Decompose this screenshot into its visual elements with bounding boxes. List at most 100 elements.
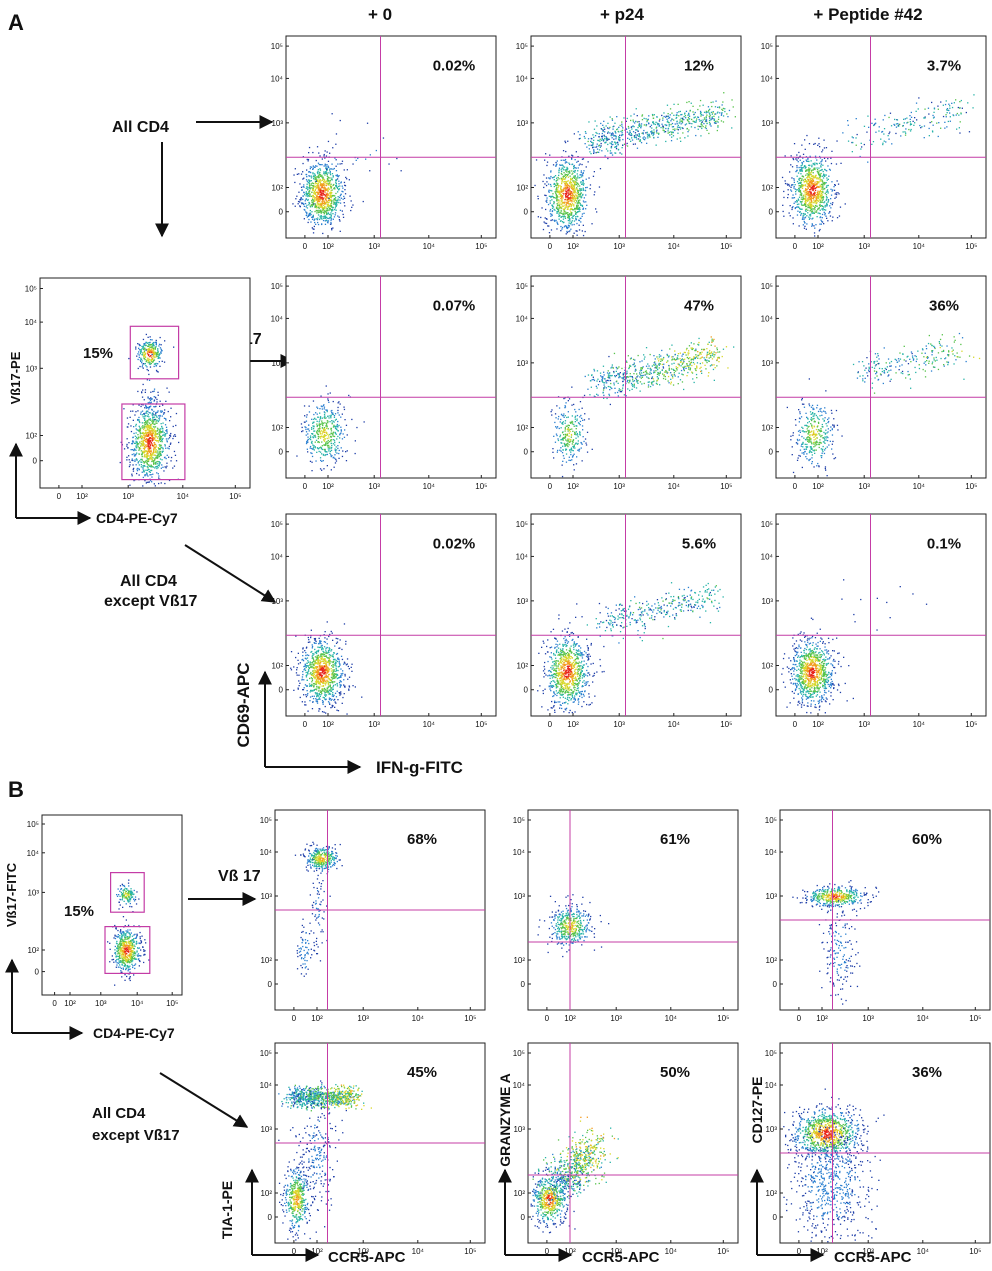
- panel-a-plot-r2c2-event: [556, 451, 558, 453]
- panel-a-plot-r1c2-event: [569, 183, 571, 185]
- panel-a-plot-r2c2-event: [712, 353, 714, 355]
- panel-a-plot-r1c2-event: [549, 208, 552, 211]
- panel-a-plot-r1c1-event: [334, 188, 336, 190]
- panel-a-plot-r2c1-event: [310, 452, 312, 454]
- panel-a-plot-r1c1-event: [315, 177, 317, 179]
- panel-a-plot-r2c2-event: [668, 364, 670, 367]
- panel-a-plot-r1c2-event: [564, 183, 566, 185]
- panel-a-plot-r1c3-event: [802, 204, 804, 206]
- panel-a-plot-r1c3-event: [894, 118, 896, 121]
- panel-a-plot-r2c2-event: [618, 373, 620, 375]
- panel-a-plot-r1c3-event: [817, 172, 819, 174]
- panel-a-plot-r1c1-event: [337, 175, 339, 178]
- panel-a-plot-r1c2-event: [554, 175, 557, 177]
- panel-a-plot-r1c2-event: [563, 226, 566, 228]
- panel-a-plot-r2c2-event: [560, 447, 562, 449]
- panel-a-plot-r1c2-event: [610, 146, 613, 148]
- panel-a-plot-r1c1-event: [334, 212, 337, 214]
- panel-a-plot-r1c2-event: [688, 121, 690, 123]
- panel-a-plot-r1c1-event: [319, 169, 322, 171]
- panel-a-plot-r2c2-event: [622, 373, 625, 376]
- panel-a-plot-r2c2-event: [574, 416, 576, 418]
- panel-a-plot-r1c2-event: [679, 119, 681, 121]
- panel-a-plot-r1c2-event: [646, 135, 649, 137]
- panel-a-plot-r1c2-event: [590, 144, 592, 146]
- panel-a-plot-r1c2-event: [617, 144, 619, 146]
- panel-a-plot-r1c3-event: [818, 178, 820, 180]
- panel-a-plot-r1c1-event: [300, 199, 302, 201]
- panel-a-plot-r1c2-event: [722, 101, 724, 103]
- panel-a-plot-r1c1-event: [335, 186, 338, 188]
- panel-a-plot-r1c2-event: [571, 224, 573, 226]
- panel-a-plot-r1c3-event: [796, 180, 799, 183]
- panel-a-plot-r1c1-event: [342, 213, 344, 216]
- panel-a-plot-r1c1-event: [306, 194, 308, 196]
- panel-a-plot-r1c1-event: [322, 197, 324, 199]
- panel-a-plot-r1c1-event: [306, 176, 308, 178]
- panel-a-plot-r1c3-event: [805, 208, 808, 210]
- panel-a-plot-r2c2-event: [713, 351, 715, 353]
- panel-a-plot-r1c1-event: [319, 179, 321, 181]
- panel-a-plot-r1c2-event: [573, 184, 575, 187]
- panel-a-plot-r1c3-event: [799, 181, 802, 184]
- panel-a-plot-r1c3-event: [798, 177, 801, 179]
- panel-a-plot-r1c2-event: [570, 193, 572, 195]
- panel-a-plot-r1c1-event: [338, 189, 340, 191]
- panel-a-plot-r1c2-event: [564, 174, 566, 176]
- panel-a-plot-r1c2-event: [565, 203, 567, 205]
- panel-a-plot-r1c3-event: [887, 135, 889, 137]
- panel-a-plot-r2c1-event: [318, 424, 320, 426]
- panel-a-plot-r1c2-event: [676, 126, 679, 128]
- panel-a-plot-r1c2-event: [657, 124, 659, 126]
- panel-a-plot-r1c3-event: [802, 167, 804, 169]
- panel-a-plot-r1c3-event: [819, 223, 821, 225]
- panel-a-plot-r2c2-event: [563, 397, 565, 400]
- panel-a-plot-r1c1-event: [321, 176, 323, 178]
- panel-a-plot-r1c3-event: [807, 174, 809, 176]
- panel-a-plot-r2c1-event: [335, 449, 338, 451]
- panel-a-plot-r1c1-event: [326, 216, 328, 218]
- panel-a-plot-r1c1-event: [330, 213, 332, 216]
- panel-a-plot-r1c2-event: [606, 139, 608, 141]
- panel-a-plot-r1c3-event: [809, 206, 811, 208]
- panel-a-plot-r1c3-event: [820, 193, 823, 195]
- panel-a-plot-r1c2-event: [566, 171, 568, 173]
- panel-a-plot-r2c2-event: [574, 443, 577, 445]
- panel-a-plot-r2c2-event: [673, 372, 675, 374]
- panel-a-plot-r1c3-event: [794, 207, 796, 210]
- panel-a-plot-r1c2-event: [566, 180, 568, 183]
- panel-a-plot-r1c3-event: [816, 216, 818, 218]
- panel-a-plot-r1c1-event: [312, 201, 314, 203]
- panel-a-plot-r1c2-event: [564, 177, 567, 179]
- panel-a-plot-r1c1-event: [307, 198, 309, 201]
- panel-a-plot-r2c2-event: [674, 350, 676, 352]
- panel-a-plot-r1c2-event: [568, 215, 570, 218]
- panel-a-plot-r1c2-event: [664, 131, 667, 133]
- panel-a-plot-r1c2-event: [572, 196, 575, 199]
- panel-a-plot-r1c1-event: [325, 172, 328, 175]
- panel-a-plot-r1c2-event: [710, 119, 712, 121]
- panel-a-plot-r1c2-event: [710, 111, 713, 113]
- panel-a-plot-r1c2-event: [617, 143, 619, 145]
- panel-a-plot-r1c3-event: [826, 177, 828, 179]
- panel-a-plot-r1c2-event: [728, 109, 731, 112]
- panel-a-plot-r2c2-event: [620, 391, 623, 393]
- panel-a-plot-r2c2-event: [657, 377, 659, 379]
- panel-a-plot-r1c2-event: [594, 191, 596, 193]
- panel-a-plot-r2c1-event: [339, 434, 341, 436]
- panel-a-plot-r1c3-event: [805, 205, 807, 207]
- panel-a-plot-r1c2-event: [543, 186, 545, 189]
- panel-a-plot-r1c3-event: [822, 196, 824, 198]
- panel-a-plot-r1c2-event: [615, 142, 617, 144]
- panel-a-plot-r1c1-event: [326, 189, 328, 191]
- panel-a-plot-r2c2-event: [683, 367, 685, 370]
- panel-a-plot-r1c2-event: [608, 138, 610, 140]
- panel-a-plot-r2c2-event: [567, 445, 569, 448]
- panel-a-plot-r1c2-event: [639, 125, 641, 127]
- panel-a-plot-r2c2-event: [567, 440, 570, 442]
- panel-a-plot-r1c2-event: [705, 116, 707, 118]
- panel-a-plot-r2c2-event: [696, 362, 699, 364]
- panel-a-plot-r1c3-event: [797, 172, 800, 174]
- panel-a-plot-r1c2-event: [556, 188, 558, 190]
- panel-a-plot-r2c1-event: [311, 440, 313, 443]
